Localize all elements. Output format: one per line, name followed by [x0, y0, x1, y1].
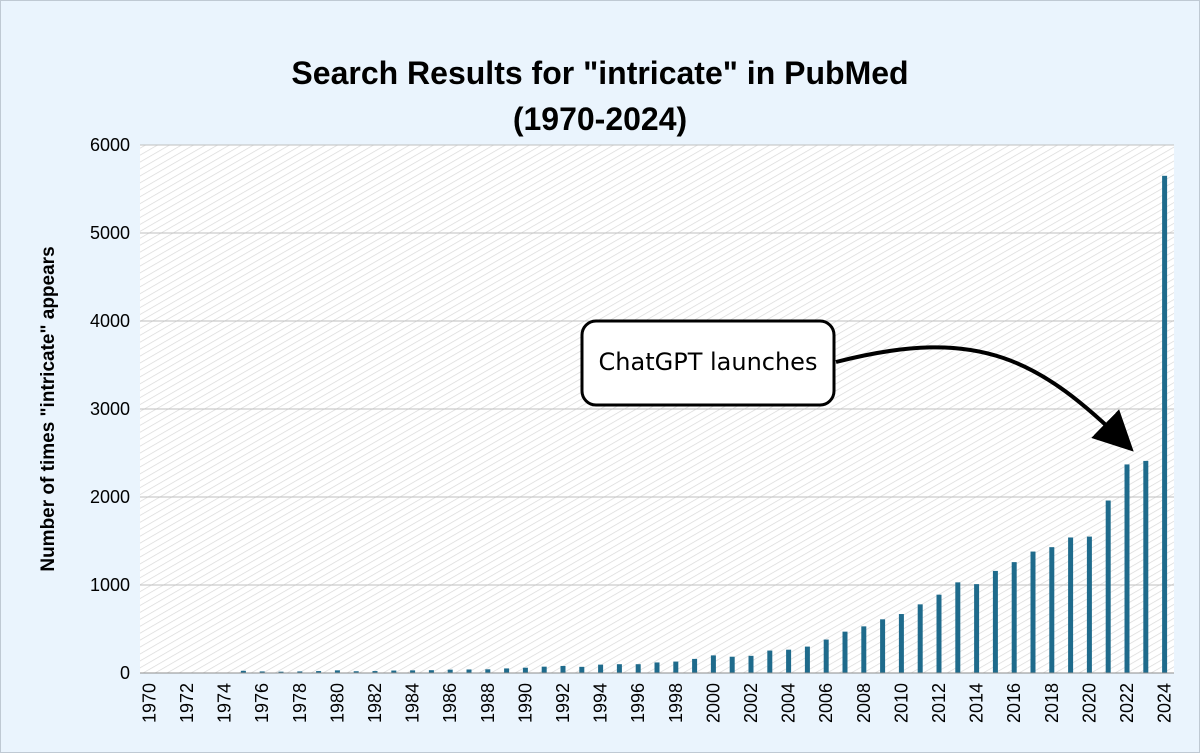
bar-1986 [447, 669, 453, 673]
y-tick-label: 6000 [90, 135, 130, 155]
x-tick-label: 1980 [327, 683, 347, 723]
bar-1982 [372, 671, 378, 673]
x-tick-label: 2024 [1155, 683, 1175, 723]
x-tick-label: 1972 [177, 683, 197, 723]
bar-2020 [1086, 536, 1092, 673]
bar-2018 [1049, 547, 1055, 673]
bar-2006 [823, 639, 829, 673]
x-tick-label: 1988 [478, 683, 498, 723]
x-tick-label: 2018 [1042, 683, 1062, 723]
bar-1997 [654, 662, 660, 673]
x-tick-label: 2012 [929, 683, 949, 723]
x-tick-label: 1984 [403, 683, 423, 723]
chart-title: Search Results for "intricate" in PubMed… [291, 55, 909, 137]
bar-1976 [259, 671, 265, 673]
x-tick-label: 2008 [854, 683, 874, 723]
y-tick-label: 2000 [90, 487, 130, 507]
bar-2019 [1068, 537, 1074, 673]
x-tick-label: 2016 [1004, 683, 1024, 723]
x-tick-label: 1996 [628, 683, 648, 723]
x-tick-label: 1976 [252, 683, 272, 723]
bar-2005 [804, 646, 810, 673]
bar-2010 [898, 614, 904, 673]
bar-1980 [334, 670, 340, 673]
bar-1998 [673, 661, 679, 673]
bar-1988 [485, 669, 491, 673]
bar-2022 [1124, 464, 1130, 673]
x-tick-label: 2004 [779, 683, 799, 723]
bar-1996 [635, 664, 641, 673]
x-tick-label: 1990 [515, 683, 535, 723]
bar-2009 [880, 619, 886, 673]
x-tick-label: 1992 [553, 683, 573, 723]
x-tick-label: 2022 [1117, 683, 1137, 723]
bar-2013 [955, 582, 961, 673]
bar-1985 [428, 670, 434, 673]
bar-1994 [598, 664, 604, 673]
callout-arrow [835, 345, 1134, 452]
x-tick-label: 1974 [215, 683, 235, 723]
bar-2021 [1105, 500, 1111, 673]
bar-2014 [974, 584, 980, 673]
bar-1995 [616, 664, 622, 673]
bar-2004 [786, 649, 792, 673]
x-tick-label: 1998 [666, 683, 686, 723]
x-tick-label: 2002 [741, 683, 761, 723]
bar-1993 [579, 666, 585, 673]
y-tick-label: 3000 [90, 399, 130, 419]
bar-1990 [522, 667, 528, 673]
x-tick-label: 2006 [816, 683, 836, 723]
y-tick-label: 4000 [90, 311, 130, 331]
bar-1992 [560, 665, 566, 673]
bar-1991 [541, 666, 547, 673]
bar-2008 [861, 626, 867, 673]
bar-1977 [278, 671, 284, 673]
bar-2001 [729, 656, 735, 673]
bar-1983 [391, 670, 397, 673]
callout-box [580, 319, 836, 407]
bar-1975 [240, 670, 246, 673]
x-tick-label: 2000 [703, 683, 723, 723]
bar-1979 [316, 671, 322, 673]
bar-2023 [1143, 460, 1149, 673]
x-tick-label: 1986 [440, 683, 460, 723]
bar-2003 [767, 650, 773, 673]
y-axis-title: Number of times "intricate" appears [38, 246, 59, 571]
x-tick-label: 1982 [365, 683, 385, 723]
bar-2017 [1030, 551, 1036, 673]
x-tick-label: 2014 [967, 683, 987, 723]
bar-2007 [842, 631, 848, 673]
x-tick-label: 1970 [139, 683, 159, 723]
y-tick-label: 0 [120, 663, 130, 683]
bar-1981 [353, 671, 359, 673]
bar-1999 [692, 658, 698, 673]
callout-text: ChatGPT launches [599, 348, 818, 376]
bar-1978 [297, 671, 303, 673]
bar-1984 [410, 670, 416, 673]
bar-2012 [936, 594, 942, 673]
x-tick-label: 1994 [591, 683, 611, 723]
bar-1989 [504, 668, 510, 673]
y-tick-label: 1000 [90, 575, 130, 595]
bar-2024 [1162, 175, 1168, 674]
x-tick-label: 2010 [891, 683, 911, 723]
bar-2002 [748, 655, 754, 673]
bar-2011 [917, 604, 923, 673]
bar-2015 [992, 570, 998, 673]
bar-1987 [466, 669, 472, 673]
bar-2000 [710, 655, 716, 673]
y-tick-label: 5000 [90, 223, 130, 243]
x-tick-label: 2020 [1079, 683, 1099, 723]
x-tick-label: 1978 [290, 683, 310, 723]
bar-2016 [1011, 562, 1017, 673]
